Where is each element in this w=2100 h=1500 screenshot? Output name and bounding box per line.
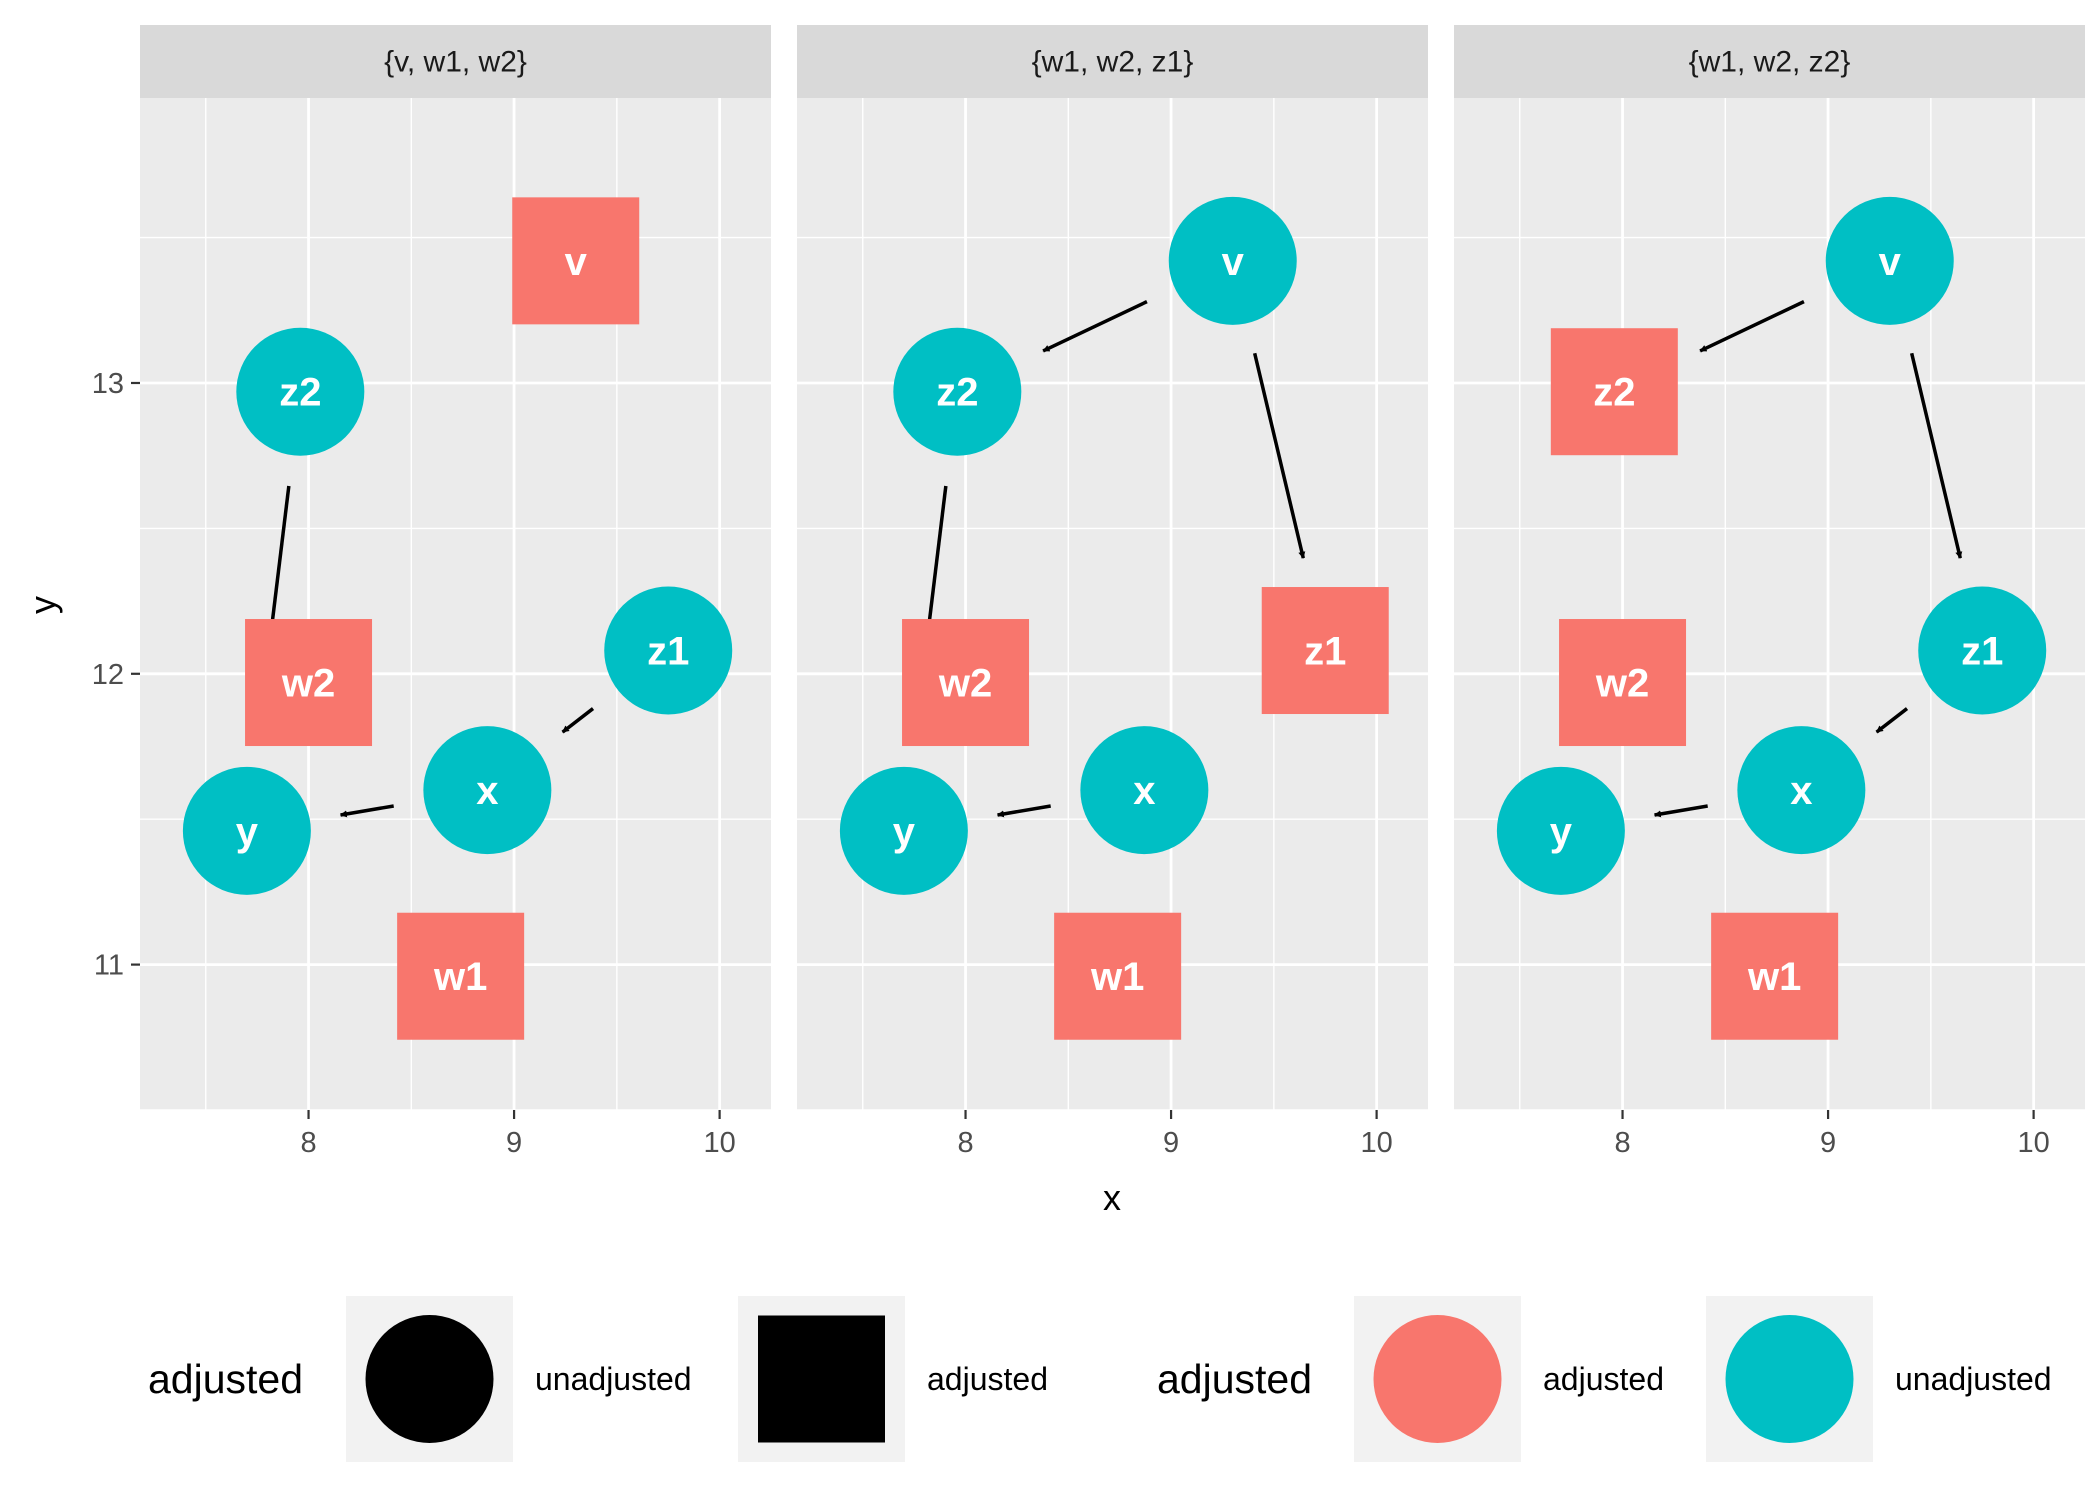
node-label: z1 (647, 630, 689, 674)
node-square (902, 619, 1030, 747)
node-label: z2 (279, 371, 321, 415)
node-label: w2 (281, 662, 335, 706)
node-label: w1 (1747, 955, 1801, 999)
node-circle (1918, 586, 2047, 715)
colour-legend: adjusted adjusted unadjusted (1157, 1296, 2052, 1462)
x-tick-label: 10 (1360, 1127, 1392, 1159)
facet-strip (1454, 25, 2085, 98)
node-circle (423, 726, 552, 855)
y-tick-label: 12 (92, 659, 124, 691)
x-tick-label: 10 (703, 1127, 735, 1159)
x-tick-label: 8 (1614, 1127, 1630, 1159)
node-label: y (893, 810, 916, 854)
facet-strip (140, 25, 771, 98)
node-circle (839, 766, 968, 895)
edge-arrow (996, 804, 1051, 818)
node-label: z2 (1593, 371, 1635, 415)
facet-strip-label: {w1, w2, z2} (1689, 46, 1851, 79)
legend-square-key (758, 1315, 885, 1443)
node-label: z1 (1961, 630, 2003, 674)
node-label: y (1550, 810, 1573, 854)
facet-panel: {v, w1, w2} 8 9 10 11 12 13 v z2 w2 z1 x y w1 (92, 25, 771, 1159)
y-tick-label: 11 (94, 950, 124, 982)
legend-color-key (1725, 1315, 1854, 1443)
node-circle (1496, 766, 1625, 895)
x-tick-label: 9 (1163, 1127, 1179, 1159)
node-circle (1825, 196, 1954, 325)
node-square (512, 197, 640, 325)
node-label: x (476, 769, 498, 813)
edge-arrow (1042, 300, 1148, 353)
node-square (1550, 328, 1678, 456)
edge-arrow (561, 707, 595, 734)
node-label: x (1790, 769, 1812, 813)
node-label: w1 (1090, 955, 1144, 999)
node-label: x (1133, 769, 1155, 813)
node-square (245, 619, 373, 747)
node-circle (1168, 196, 1297, 325)
node-square (397, 912, 525, 1040)
node-square (1559, 619, 1687, 747)
legend-label: unadjusted (535, 1361, 692, 1397)
legend-title: adjusted (148, 1356, 303, 1402)
node-label: v (1222, 240, 1245, 284)
edge-arrow (339, 804, 394, 818)
edge-arrow (1653, 804, 1708, 818)
facet-strip-label: {v, w1, w2} (384, 46, 527, 79)
node-square (1054, 912, 1182, 1040)
node-circle (236, 327, 365, 456)
shape-legend: adjusted unadjusted adjusted (148, 1296, 1048, 1462)
legend-label: adjusted (1543, 1361, 1664, 1397)
x-tick-label: 9 (1820, 1127, 1836, 1159)
node-circle (1080, 726, 1209, 855)
node-label: z2 (936, 371, 978, 415)
x-tick-label: 10 (2017, 1127, 2049, 1159)
x-tick-label: 8 (300, 1127, 316, 1159)
facet-strip-label: {w1, w2, z1} (1032, 46, 1194, 79)
node-label: v (565, 240, 588, 284)
node-label: w1 (433, 955, 487, 999)
legend-area: adjusted unadjusted adjusted adjusted adjust… (148, 1296, 2052, 1462)
facet-panel: {w1, w2, z1} 8 9 10 v z2 w2 z1 x y w1 (797, 25, 1428, 1159)
x-tick-label: 8 (957, 1127, 973, 1159)
node-label: w2 (1595, 662, 1649, 706)
node-circle (604, 586, 733, 715)
node-label: y (236, 810, 259, 854)
node-label: v (1879, 240, 1902, 284)
x-tick-label: 9 (506, 1127, 522, 1159)
legend-color-key (1373, 1315, 1502, 1443)
edge-arrow (1875, 707, 1909, 734)
legend-label: unadjusted (1895, 1361, 2052, 1397)
facet-panel: {w1, w2, z2} 8 9 10 v z2 w2 z1 x y w1 (1454, 25, 2085, 1159)
y-axis-title: y (22, 596, 63, 614)
node-square (1711, 912, 1839, 1040)
node-circle (893, 327, 1022, 456)
y-tick-label: 13 (92, 368, 124, 400)
legend-label: adjusted (927, 1361, 1048, 1397)
node-label: z1 (1304, 630, 1346, 674)
facet-strip (797, 25, 1428, 98)
edge-arrow (1252, 352, 1306, 559)
edge-arrow (1699, 300, 1805, 353)
node-label: w2 (938, 662, 992, 706)
node-square (1261, 587, 1389, 715)
x-axis-title: x (1103, 1177, 1121, 1218)
node-circle (1737, 726, 1866, 855)
legend-circle-key (365, 1315, 494, 1443)
node-circle (182, 766, 311, 895)
edge-arrow (1909, 352, 1963, 559)
legend-title: adjusted (1157, 1356, 1312, 1402)
